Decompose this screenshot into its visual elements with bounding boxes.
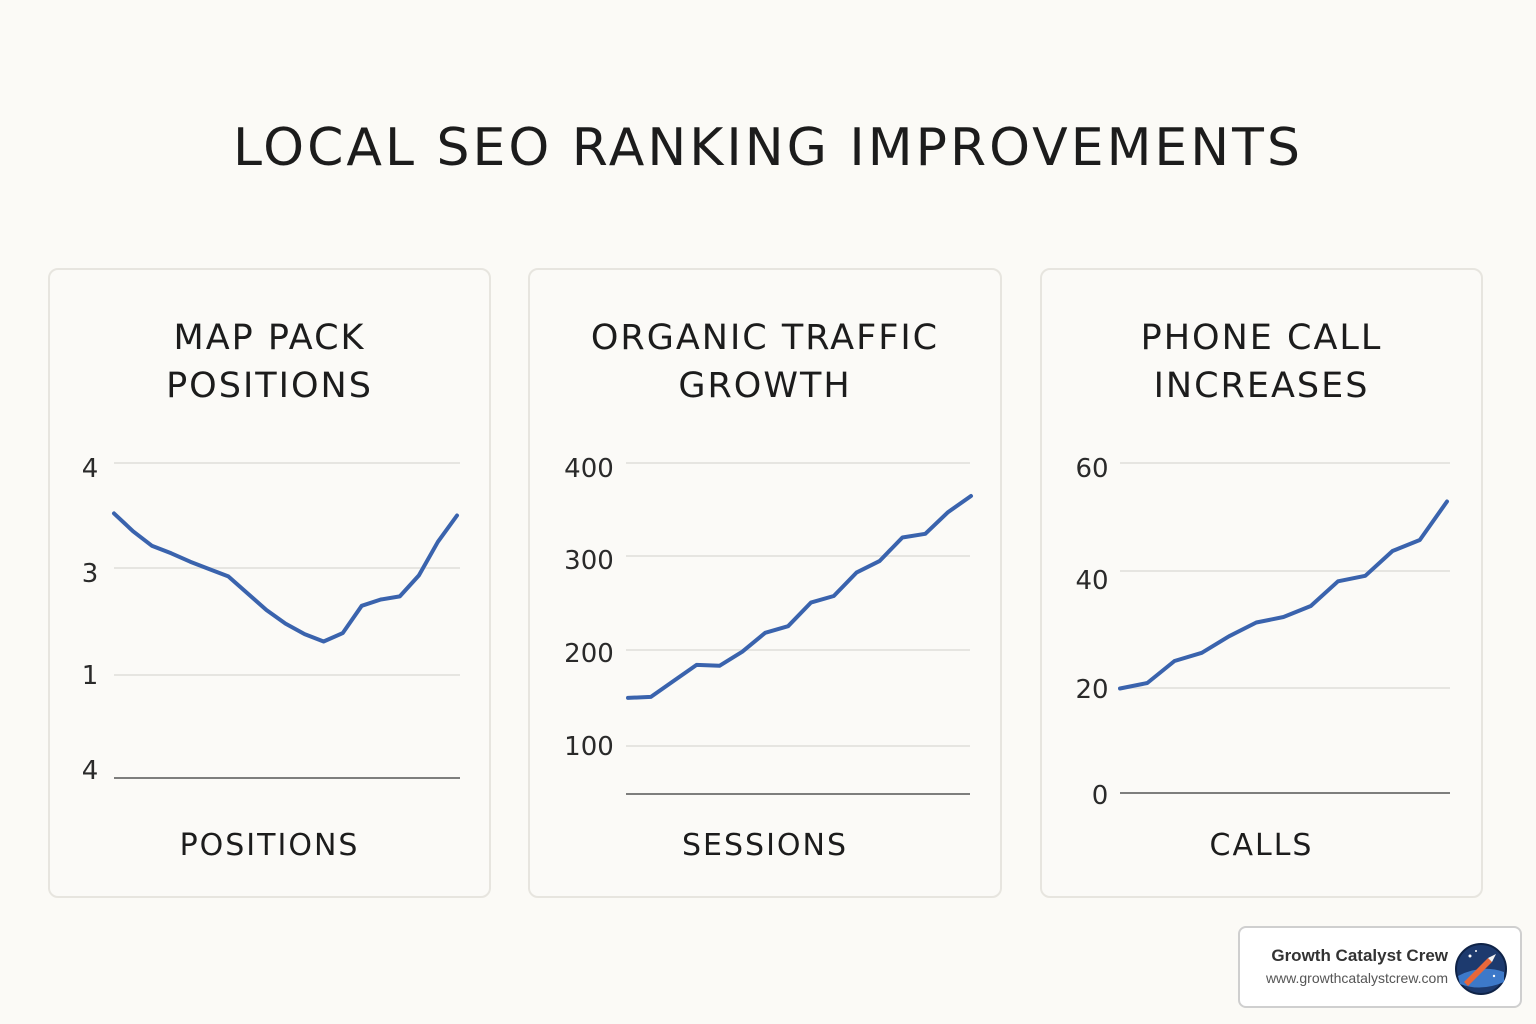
gridlines bbox=[114, 462, 460, 779]
chart-title: PHONE CALL INCREASES bbox=[1140, 318, 1383, 406]
y-tick-label: 4 bbox=[82, 454, 99, 484]
brand-name: Growth Catalyst Crew bbox=[1271, 946, 1448, 965]
chart-title: ORGANIC TRAFFIC GROWTH bbox=[590, 318, 940, 406]
y-tick-label: 400 bbox=[564, 454, 614, 484]
x-axis-label: POSITIONS bbox=[179, 828, 360, 863]
map-pack-line bbox=[112, 511, 459, 644]
y-tick-label: 20 bbox=[1075, 675, 1108, 705]
y-tick-label: 4 bbox=[82, 756, 99, 786]
x-axis-label: CALLS bbox=[1209, 828, 1314, 863]
brand-badge[interactable]: Growth Catalyst Crew www.growthcatalystc… bbox=[1238, 926, 1522, 1008]
x-axis-label: SESSIONS bbox=[681, 828, 849, 863]
y-tick-label: 1 bbox=[82, 661, 99, 691]
rocket-globe-icon bbox=[1455, 943, 1507, 995]
brand-url[interactable]: www.growthcatalystcrew.com bbox=[1265, 970, 1448, 986]
chart-title: MAP PACK POSITIONS bbox=[166, 318, 373, 406]
organic-traffic-chart: 400 300 200 100 bbox=[564, 454, 973, 795]
page-title: LOCAL SEO RANKING IMPROVEMENTS bbox=[233, 118, 1303, 178]
y-tick-label: 60 bbox=[1075, 454, 1108, 484]
phone-call-chart: 60 40 20 0 bbox=[1075, 454, 1450, 811]
y-tick-label: 100 bbox=[564, 732, 614, 762]
y-tick-label: 300 bbox=[564, 546, 614, 576]
organic-traffic-card: ORGANIC TRAFFIC GROWTH 400 300 200 100 S… bbox=[528, 268, 1002, 898]
organic-traffic-line bbox=[626, 494, 973, 700]
map-pack-chart: 4 3 1 4 bbox=[82, 454, 460, 786]
gridlines bbox=[626, 462, 970, 795]
map-pack-card: MAP PACK POSITIONS 4 3 1 4 POSITIONS bbox=[48, 268, 491, 898]
y-tick-label: 0 bbox=[1092, 781, 1109, 811]
phone-call-line bbox=[1118, 499, 1449, 691]
y-tick-label: 3 bbox=[82, 559, 99, 589]
phone-call-card: PHONE CALL INCREASES 60 40 20 0 CALLS bbox=[1040, 268, 1483, 898]
y-tick-label: 200 bbox=[564, 639, 614, 669]
y-tick-label: 40 bbox=[1075, 566, 1108, 596]
gridlines bbox=[1120, 462, 1450, 794]
